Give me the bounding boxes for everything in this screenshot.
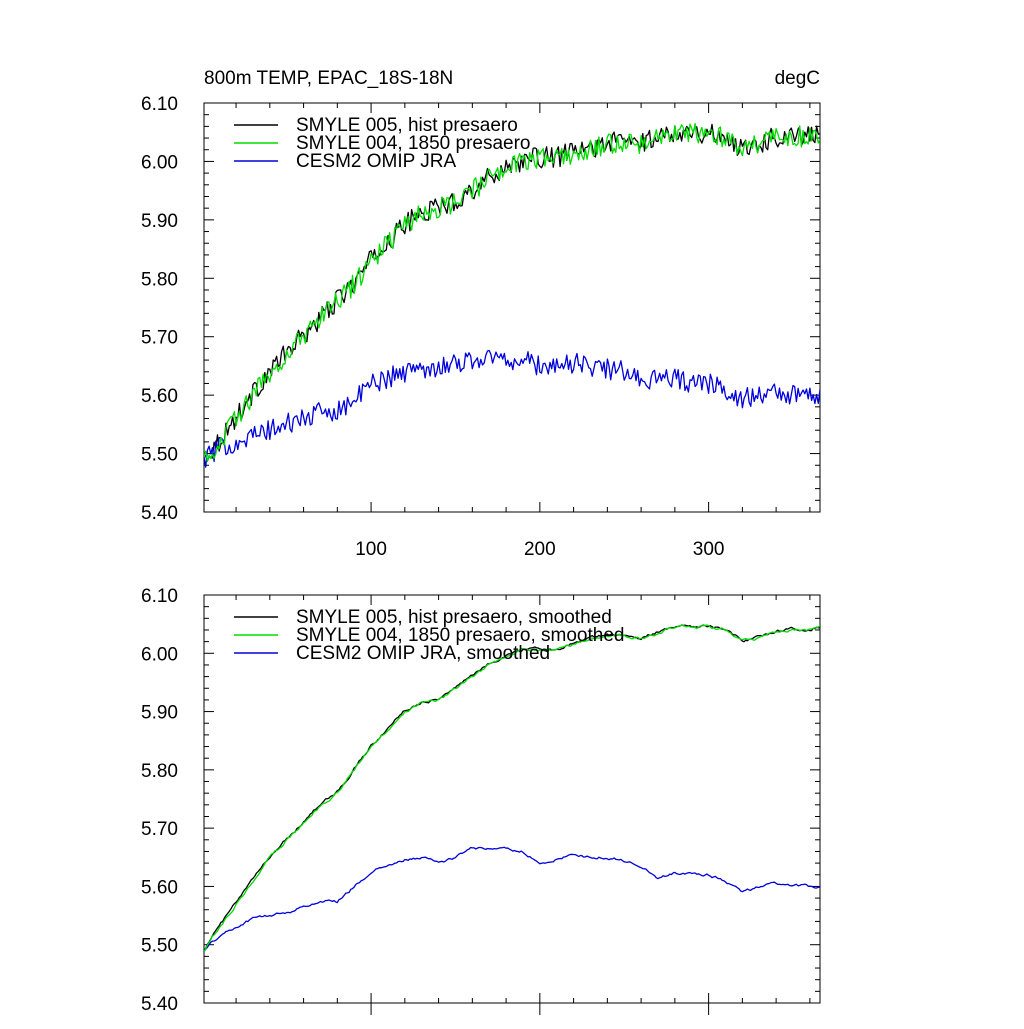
y-tick-label: 5.80 <box>141 761 178 782</box>
y-tick-label: 5.60 <box>141 386 178 407</box>
legend-label-omip: CESM2 OMIP JRA, smoothed <box>296 643 550 664</box>
y-tick-label: 6.00 <box>141 644 178 665</box>
y-tick-label: 5.80 <box>141 269 178 290</box>
y-tick-label: 6.00 <box>141 152 178 173</box>
y-tick-label: 5.40 <box>141 994 178 1015</box>
y-tick-label: 6.10 <box>141 586 178 607</box>
legend-label-hist: SMYLE 005, hist presaero <box>296 115 518 136</box>
plot-frame <box>203 594 821 1004</box>
series-line-omip <box>204 846 820 953</box>
legend-label-pi1850: SMYLE 004, 1850 presaero, smoothed <box>296 625 624 646</box>
y-tick-label: 5.90 <box>141 703 178 724</box>
figure-units: degC <box>775 68 820 89</box>
legend-label-omip: CESM2 OMIP JRA <box>296 151 456 172</box>
series-line-pi1850 <box>204 624 820 953</box>
chart-panel-raw: 5.40 5.50 5.60 5.70 5.80 5.90 6.00 6.10 100 200 30… <box>141 94 821 560</box>
y-tick-label: 5.90 <box>141 211 178 232</box>
x-tick-label: 200 <box>524 539 556 560</box>
legend-label-pi1850: SMYLE 004, 1850 presaero <box>296 133 531 154</box>
plot-frame <box>203 102 821 513</box>
x-tick-label: 300 <box>693 539 725 560</box>
y-tick-label: 5.60 <box>141 877 178 898</box>
x-tick-label: 100 <box>355 539 387 560</box>
series-line-hist <box>204 123 820 462</box>
legend-label-hist: SMYLE 005, hist presaero, smoothed <box>296 607 612 628</box>
figure-title: 800m TEMP, EPAC_18S-18N <box>204 68 453 89</box>
y-tick-label: 5.40 <box>141 503 178 524</box>
series-line-hist <box>204 624 820 951</box>
series-line-pi1850 <box>204 122 820 463</box>
y-tick-label: 5.50 <box>141 936 178 957</box>
chart-panel-smoothed: 5.40 5.50 5.60 5.70 5.80 5.90 6.00 6.10 SMYLE 00… <box>141 586 821 1015</box>
y-tick-label: 5.70 <box>141 328 178 349</box>
y-tick-label: 5.70 <box>141 819 178 840</box>
series-line-omip <box>204 349 820 468</box>
y-tick-label: 5.50 <box>141 445 178 466</box>
y-tick-label: 6.10 <box>141 94 178 115</box>
